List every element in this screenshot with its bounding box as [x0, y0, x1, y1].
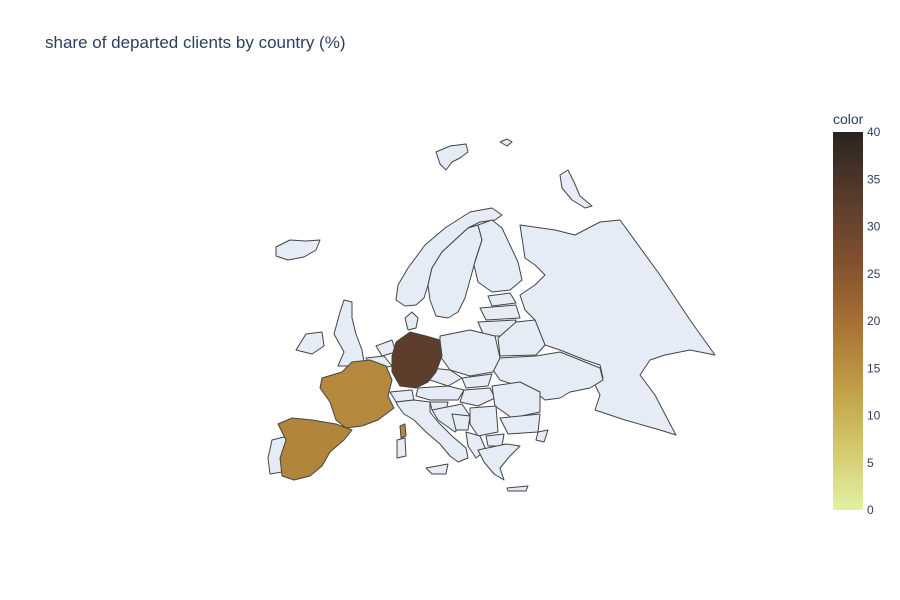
country-austria: [415, 385, 465, 401]
country-crete: [506, 485, 529, 492]
country-poland: [439, 329, 501, 377]
colorbar-tick-label: 10: [867, 409, 881, 423]
colorbar-tick-label: 25: [867, 267, 881, 281]
country-france: [319, 359, 395, 429]
country-estonia: [487, 292, 517, 307]
colorbar: color 0 5 10 15 20 25 30 35 40: [833, 111, 881, 517]
colorbar-tick-label: 30: [867, 220, 881, 234]
country-hungary: [459, 387, 496, 407]
country-slovakia: [461, 373, 493, 389]
colorbar-gradient: [833, 132, 863, 510]
colorbar-tick-label: 40: [867, 125, 881, 139]
country-shapes: [267, 138, 716, 492]
colorbar-tick-label: 20: [867, 314, 881, 328]
colorbar-tick-label: 0: [867, 503, 874, 517]
country-corsica: [399, 423, 407, 439]
country-macedonia: [485, 433, 505, 447]
country-germany: [391, 331, 443, 389]
colorbar-title: color: [833, 111, 864, 127]
country-norway: [395, 207, 503, 307]
country-iceland: [275, 239, 321, 261]
colorbar-tick-label: 15: [867, 361, 881, 375]
country-ukraine: [492, 351, 604, 401]
country-finland: [473, 219, 523, 293]
country-sicily: [425, 463, 449, 475]
country-latvia: [479, 304, 521, 321]
country-svalbard-north: [499, 138, 513, 147]
colorbar-tick-label: 35: [867, 172, 881, 186]
country-uk: [333, 299, 365, 367]
country-denmark: [404, 311, 419, 331]
country-greece: [477, 443, 521, 481]
country-svalbard: [435, 143, 469, 171]
country-italy: [395, 399, 469, 463]
country-bulgaria: [499, 413, 541, 435]
country-turkey-west: [535, 429, 549, 443]
country-sardinia: [396, 437, 407, 459]
country-russia: [519, 219, 716, 436]
country-ireland: [295, 331, 325, 355]
colorbar-tick-label: 5: [867, 456, 874, 470]
country-serbia: [469, 405, 499, 437]
country-novaya-zemlya: [559, 169, 593, 209]
country-bosnia: [451, 413, 471, 431]
country-spain: [277, 417, 353, 481]
chart-title: share of departed clients by country (%): [45, 33, 346, 52]
